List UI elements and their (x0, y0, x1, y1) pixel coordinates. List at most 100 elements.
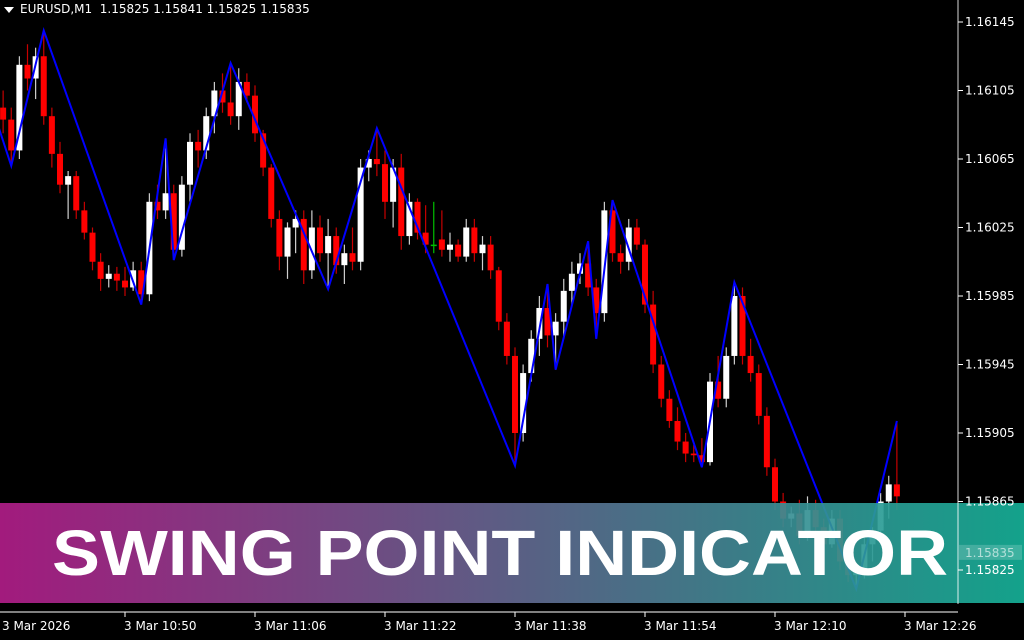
candle (341, 244, 348, 285)
candle (650, 290, 657, 374)
candle-body (325, 236, 332, 254)
candle-body (487, 244, 494, 271)
candle-body (65, 176, 72, 185)
candle-body (666, 398, 673, 422)
candle (333, 227, 340, 274)
candle-body (40, 56, 47, 117)
candle (40, 30, 47, 125)
candle-body (219, 90, 226, 103)
dropdown-triangle-icon[interactable] (4, 6, 14, 13)
candle-body (211, 90, 218, 117)
candle-body (89, 232, 96, 262)
candle-body (503, 321, 510, 356)
candle-body (317, 227, 323, 254)
candle-body (390, 167, 397, 202)
candle-body (268, 167, 275, 219)
candle (357, 159, 364, 271)
candle (284, 222, 291, 279)
candle (8, 107, 15, 166)
candle-body (243, 81, 250, 96)
candle-body (552, 321, 559, 336)
candle-body (447, 244, 453, 250)
price-tick-label: 1.15905 (965, 426, 1015, 440)
candle (105, 265, 112, 288)
candle-body (406, 201, 413, 237)
candle-body (252, 95, 258, 134)
candle (227, 63, 234, 125)
candle (471, 218, 478, 262)
candle-body (438, 239, 445, 250)
price-tick-label: 1.15945 (965, 358, 1015, 372)
candle-body (48, 116, 55, 154)
candle-body (349, 253, 356, 262)
banner-title: SWING POINT INDICATOR (52, 517, 948, 589)
candle-body (723, 355, 730, 399)
time-tick-label: 3 Mar 12:26 (904, 619, 977, 633)
title-banner (0, 503, 1024, 603)
candle (382, 150, 388, 219)
candle (447, 232, 453, 262)
ohlc-values: 1.15825 1.15841 1.15825 1.15835 (99, 2, 310, 16)
time-tick-label: 3 Mar 11:06 (254, 619, 327, 633)
candle (308, 210, 315, 279)
candle-body (178, 184, 185, 250)
candle-body (495, 270, 502, 322)
candle-body (430, 244, 437, 247)
candle (317, 215, 323, 262)
candle (715, 355, 722, 408)
candle (642, 239, 648, 314)
candle (487, 236, 494, 279)
candle (503, 313, 510, 365)
candle (690, 444, 697, 463)
candle-body (715, 381, 722, 399)
candle-body (122, 280, 128, 288)
symbol-label: EURUSD,M1 (20, 2, 93, 16)
candle (235, 68, 242, 130)
candle-body (479, 244, 486, 254)
candle (414, 198, 421, 240)
candle (617, 244, 624, 274)
candle-body (739, 296, 746, 356)
candle (187, 133, 193, 202)
candle-body (97, 261, 104, 279)
price-tick-label: 1.16025 (965, 221, 1015, 235)
candle-body (585, 263, 592, 288)
candle-body (138, 270, 145, 295)
candle-body (414, 201, 421, 233)
candle-body (81, 210, 88, 233)
candle (16, 56, 23, 159)
candle (495, 266, 502, 331)
candle-body (755, 373, 762, 416)
candle-body (577, 263, 583, 274)
zigzag-line (0, 27, 898, 593)
candle (455, 239, 462, 262)
candle (113, 266, 120, 291)
candle (373, 128, 380, 177)
candle-body (650, 304, 657, 365)
candle-body (365, 159, 372, 168)
candle-body (227, 102, 234, 117)
price-axis: 1.16145 1.16105 1.16065 1.16025 1.15985 1.159… (958, 15, 1022, 577)
candle-body (682, 441, 689, 454)
candle (577, 253, 583, 285)
candle-body (16, 64, 23, 151)
candle-body (422, 232, 429, 245)
candle-body (398, 167, 405, 237)
candle-body (772, 467, 778, 502)
price-tick-label: 1.16105 (965, 84, 1015, 98)
axes: 3 Mar 2026 3 Mar 10:50 3 Mar 11:06 3 Mar 11… (0, 611, 977, 633)
candle (138, 261, 145, 305)
candle-body (57, 153, 63, 185)
candle-body (333, 236, 340, 266)
candle-body (187, 141, 193, 185)
candle-body (308, 227, 315, 271)
candle (520, 364, 527, 442)
candle (97, 253, 104, 291)
candle (406, 193, 413, 245)
candle (666, 390, 673, 428)
candle (325, 218, 332, 290)
candle (252, 85, 258, 142)
candle (178, 176, 185, 257)
candle-body (341, 253, 348, 266)
